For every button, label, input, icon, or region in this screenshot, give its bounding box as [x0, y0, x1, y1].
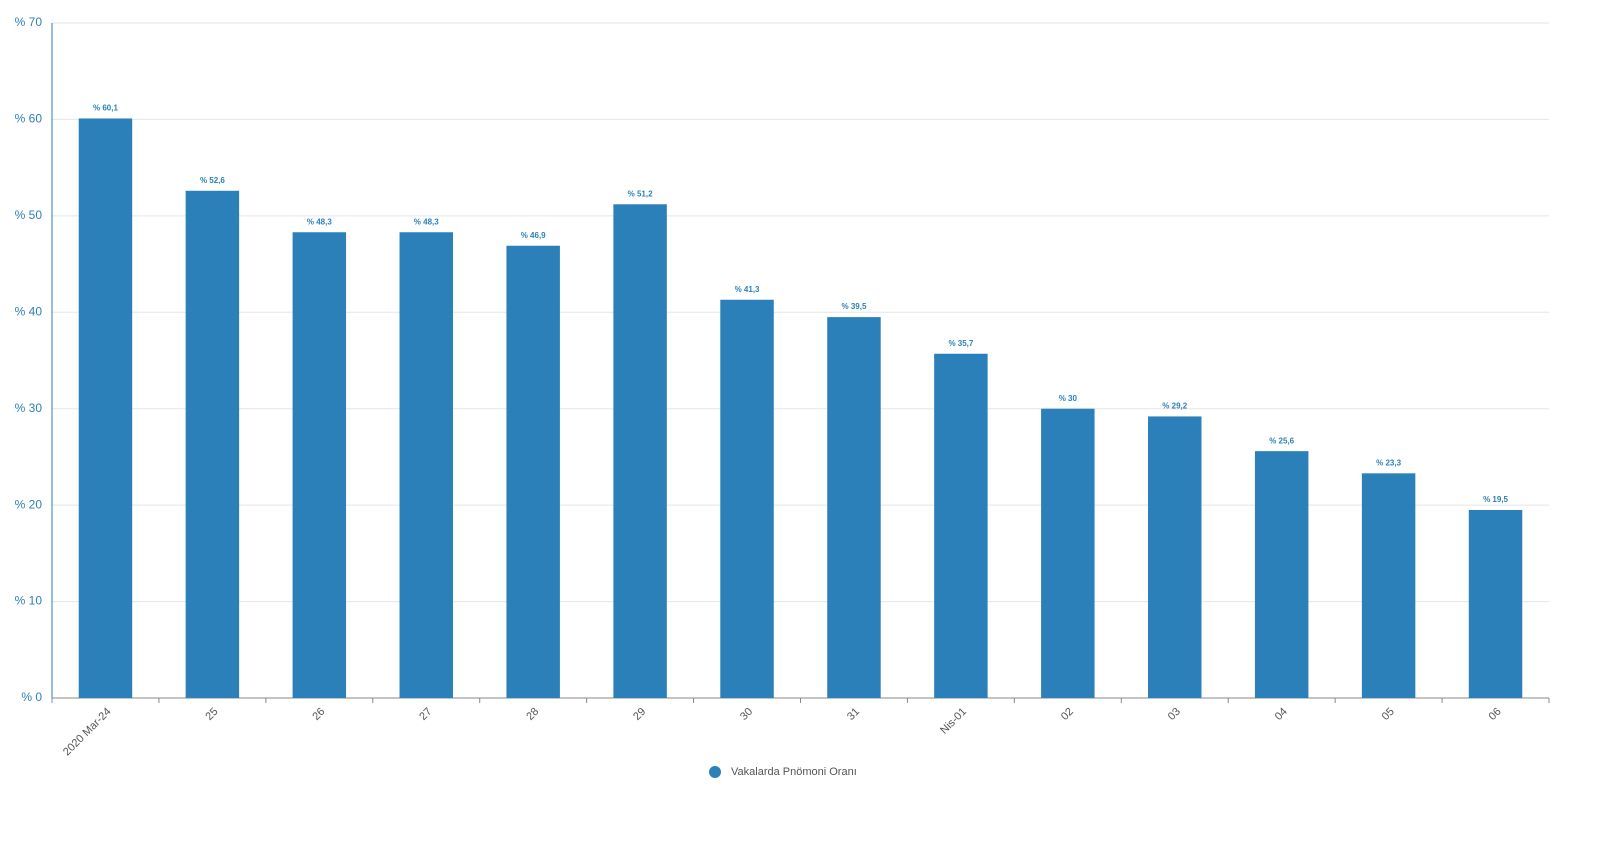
x-tick-label: 02 — [1059, 706, 1076, 723]
x-tick-label: 29 — [631, 706, 648, 723]
bar — [1148, 416, 1202, 698]
x-tick-label: 31 — [845, 706, 862, 723]
data-label: % 48,3 — [414, 217, 439, 226]
x-tick-label: 05 — [1380, 706, 1397, 723]
y-tick-label: % 60 — [15, 112, 43, 126]
data-label: % 23,3 — [1376, 458, 1401, 467]
data-label: % 48,3 — [307, 217, 332, 226]
y-tick-label: % 50 — [15, 208, 43, 222]
x-tick-label: 06 — [1487, 706, 1504, 723]
bar — [292, 232, 347, 698]
data-label: % 29,2 — [1162, 402, 1187, 411]
bar — [613, 204, 667, 699]
y-tick-label: % 70 — [15, 15, 43, 29]
data-label: % 39,5 — [842, 302, 867, 311]
data-label: % 25,6 — [1269, 436, 1294, 445]
data-label: % 51,2 — [628, 189, 653, 198]
bar — [185, 190, 240, 699]
y-tick-label: % 30 — [15, 401, 43, 415]
bar — [78, 118, 133, 698]
x-tick-label: 25 — [203, 706, 220, 723]
y-tick-label: % 0 — [21, 690, 42, 704]
x-tick-label: 2020 Mar-24 — [61, 706, 114, 759]
legend-label: Vakalarda Pnömoni Oranı — [731, 766, 857, 778]
bar — [506, 245, 560, 698]
y-tick-label: % 20 — [15, 497, 43, 511]
bar — [934, 353, 988, 698]
bar — [1468, 509, 1523, 698]
y-tick-label: % 10 — [15, 594, 43, 608]
bar — [720, 299, 774, 698]
x-tick-label: Nis-01 — [938, 706, 969, 737]
data-label: % 41,3 — [735, 285, 760, 294]
data-label: % 30 — [1059, 394, 1078, 403]
x-tick-label: 27 — [417, 706, 434, 723]
bar — [399, 232, 453, 698]
x-tick-label: 30 — [738, 706, 755, 723]
x-tick-label: 26 — [310, 706, 327, 723]
legend-marker — [709, 766, 721, 778]
data-label: % 46,9 — [521, 231, 546, 240]
data-label: % 35,7 — [948, 339, 973, 348]
bar — [1361, 473, 1416, 698]
x-tick-label: 03 — [1166, 706, 1183, 723]
data-label: % 52,6 — [200, 176, 225, 185]
bar — [1041, 408, 1095, 698]
x-tick-label: 28 — [524, 706, 541, 723]
data-label: % 60,1 — [93, 104, 118, 113]
x-tick-label: 04 — [1273, 706, 1290, 723]
bar — [1254, 451, 1309, 698]
bar — [827, 317, 881, 698]
y-tick-label: % 40 — [15, 304, 43, 318]
data-label: % 19,5 — [1483, 495, 1508, 504]
